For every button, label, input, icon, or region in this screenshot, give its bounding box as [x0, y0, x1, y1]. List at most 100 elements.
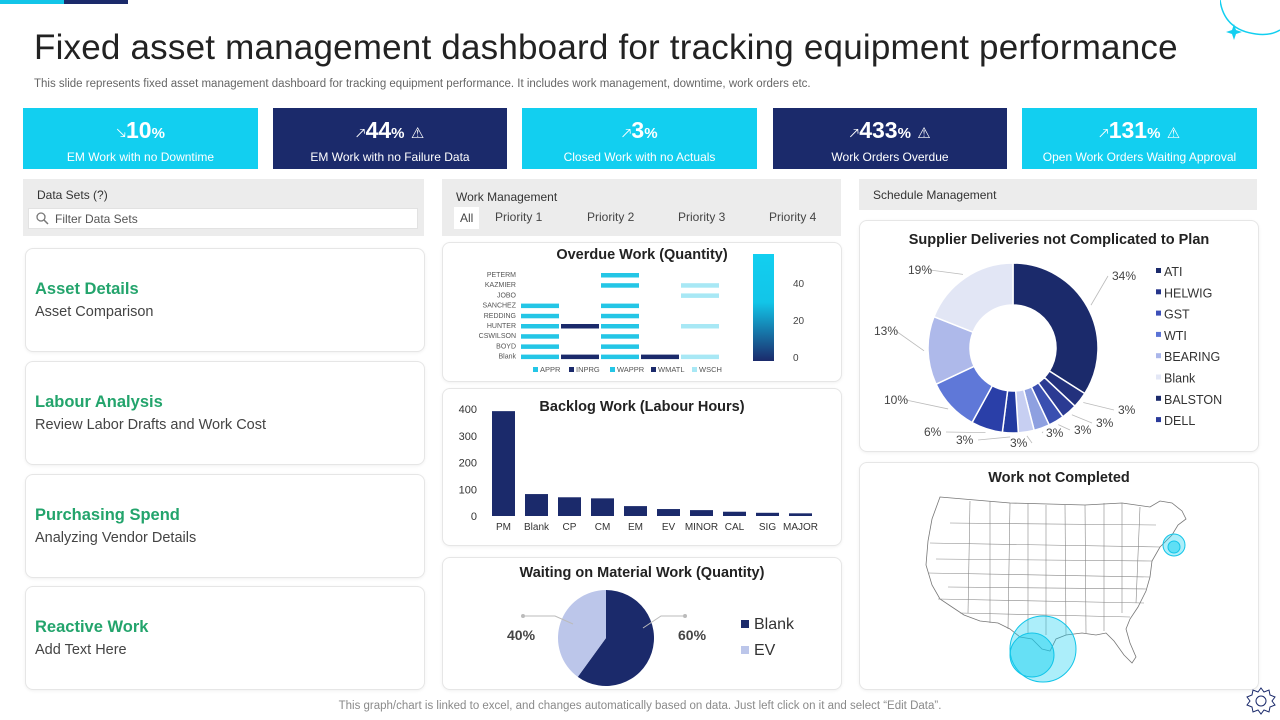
chart-title: Waiting on Material Work (Quantity) — [519, 565, 765, 581]
legend-swatch — [610, 367, 615, 372]
search-placeholder: Filter Data Sets — [55, 212, 138, 226]
legend-swatch — [1156, 417, 1161, 423]
page-title: Fixed asset management dashboard for tra… — [34, 28, 1178, 67]
dataset-card-asset-details[interactable]: Asset Details Asset Comparison — [25, 248, 425, 352]
pie-data-label: 40% — [507, 627, 536, 643]
chart-title: Backlog Work (Labour Hours) — [539, 399, 745, 415]
x-tick-label: Blank — [524, 522, 550, 533]
work-not-completed-card: Work not Completed — [859, 462, 1259, 690]
y-tick-label: 200 — [459, 458, 477, 470]
heatmap-cell — [601, 303, 639, 309]
heatmap-cell — [561, 354, 599, 360]
heatmap-cell — [601, 283, 639, 288]
warning-icon: ⚠ — [410, 125, 425, 142]
legend-label: DELL — [1164, 414, 1195, 428]
tab-priority-2[interactable]: Priority 2 — [587, 210, 635, 224]
heatmap-cell — [681, 293, 719, 298]
pie-slice — [577, 590, 654, 686]
heatmap-cell — [601, 354, 639, 360]
leader-line — [1058, 424, 1071, 431]
heatmap-row-label: REDDING — [484, 313, 516, 320]
chart-title: Supplier Deliveries not Complicated to P… — [908, 232, 1210, 248]
legend-swatch — [1156, 331, 1161, 337]
leader-line — [525, 615, 574, 625]
datasets-heading: Data Sets (?) — [37, 188, 108, 202]
warning-icon: ⚠ — [917, 125, 931, 142]
legend-label: WMATL — [658, 365, 685, 374]
warning-icon: ⚠ — [1166, 125, 1181, 142]
heatmap-cell — [681, 283, 719, 288]
bar — [756, 512, 779, 516]
dataset-card-title: Purchasing Spend — [35, 506, 180, 524]
dataset-card-purchasing-spend[interactable]: Purchasing Spend Analyzing Vendor Detail… — [25, 474, 425, 578]
tab-all[interactable]: All — [454, 207, 480, 229]
donut-data-label: 3% — [1096, 416, 1114, 430]
colorbar-tick-label: 0 — [793, 353, 799, 364]
heatmap-cell — [681, 324, 719, 329]
donut-data-label: 19% — [908, 263, 932, 277]
search-icon — [36, 212, 49, 225]
heatmap-cell — [521, 303, 559, 309]
kpi-work-orders-overdue: 🡕433% ⚠ Work Orders Overdue — [773, 108, 1007, 169]
arrow-up-icon: 🡕 — [355, 125, 366, 142]
heatmap-cell — [681, 354, 719, 360]
x-tick-label: CM — [595, 522, 611, 533]
x-tick-label: MAJOR — [783, 522, 818, 533]
kpi-closed-no-actuals: 🡕3% Closed Work with no Actuals — [522, 108, 757, 169]
heatmap-cell — [521, 324, 559, 329]
legend-swatch — [1156, 374, 1161, 380]
bar — [591, 498, 614, 516]
legend-swatch — [741, 646, 749, 654]
legend-label: GST — [1164, 308, 1190, 322]
bar — [624, 506, 647, 516]
tab-priority-4[interactable]: Priority 4 — [769, 210, 817, 224]
overdue-work-card: Overdue Work (Quantity) PETERM KAZMIER JOB… — [442, 242, 842, 382]
heatmap-cell — [601, 273, 639, 278]
dataset-card-labour-analysis[interactable]: Labour Analysis Review Labor Drafts and … — [25, 361, 425, 465]
donut-data-label: 3% — [1046, 426, 1064, 440]
kpi-value: 131 — [1108, 117, 1148, 143]
tab-priority-1[interactable]: Priority 1 — [495, 210, 543, 224]
x-tick-label: SIG — [759, 522, 776, 533]
legend-label: BEARING — [1164, 350, 1220, 364]
legend-swatch — [533, 367, 538, 372]
supplier-deliveries-card: Supplier Deliveries not Complicated to P… — [859, 220, 1259, 452]
waiting-material-chart: 60% 40% Blank EV — [507, 590, 795, 686]
legend-label: HELWIG — [1164, 286, 1212, 300]
kpi-label: Work Orders Overdue — [831, 150, 949, 164]
donut-data-label: 3% — [1074, 423, 1092, 437]
gear-icon — [1246, 687, 1276, 715]
filter-datasets-input[interactable]: Filter Data Sets — [28, 208, 418, 229]
donut-data-label: 13% — [874, 324, 898, 338]
leader-line — [1090, 275, 1109, 306]
heatmap-row-label: Blank — [498, 354, 516, 361]
leader-line — [642, 615, 683, 629]
x-tick-label: EV — [662, 522, 676, 533]
corner-decoration-icon — [1220, 0, 1280, 40]
heatmap-cell — [601, 344, 639, 349]
heatmap-cell — [601, 324, 639, 329]
schedule-management-panel — [859, 179, 1257, 210]
schedule-management-heading: Schedule Management — [873, 188, 997, 202]
dataset-card-reactive-work[interactable]: Reactive Work Add Text Here — [25, 586, 425, 690]
work-management-panel — [442, 179, 841, 236]
bar — [723, 511, 746, 516]
heatmap-row-label: HUNTER — [487, 323, 516, 330]
x-tick-label: EM — [628, 522, 643, 533]
footer-note: This graph/chart is linked to excel, and… — [338, 700, 942, 712]
colorbar-tick-label: 40 — [793, 279, 805, 290]
work-management-heading: Work Management — [456, 190, 558, 204]
kpi-label: Closed Work with no Actuals — [563, 150, 716, 164]
chart-title: Overdue Work (Quantity) — [556, 247, 728, 263]
donut-slice — [1012, 262, 1099, 395]
dataset-card-subtitle: Analyzing Vendor Details — [35, 530, 197, 546]
kpi-open-waiting-approval: 🡕131% ⚠ Open Work Orders Waiting Approva… — [1022, 108, 1257, 169]
tab-priority-3[interactable]: Priority 3 — [678, 210, 726, 224]
dataset-card-title: Labour Analysis — [35, 393, 163, 411]
arrow-up-icon: 🡕 — [849, 125, 860, 142]
y-tick-label: 100 — [459, 484, 477, 496]
heatmap-cell — [521, 334, 559, 339]
y-tick-label: 0 — [471, 511, 477, 523]
leader-dot — [683, 614, 687, 618]
